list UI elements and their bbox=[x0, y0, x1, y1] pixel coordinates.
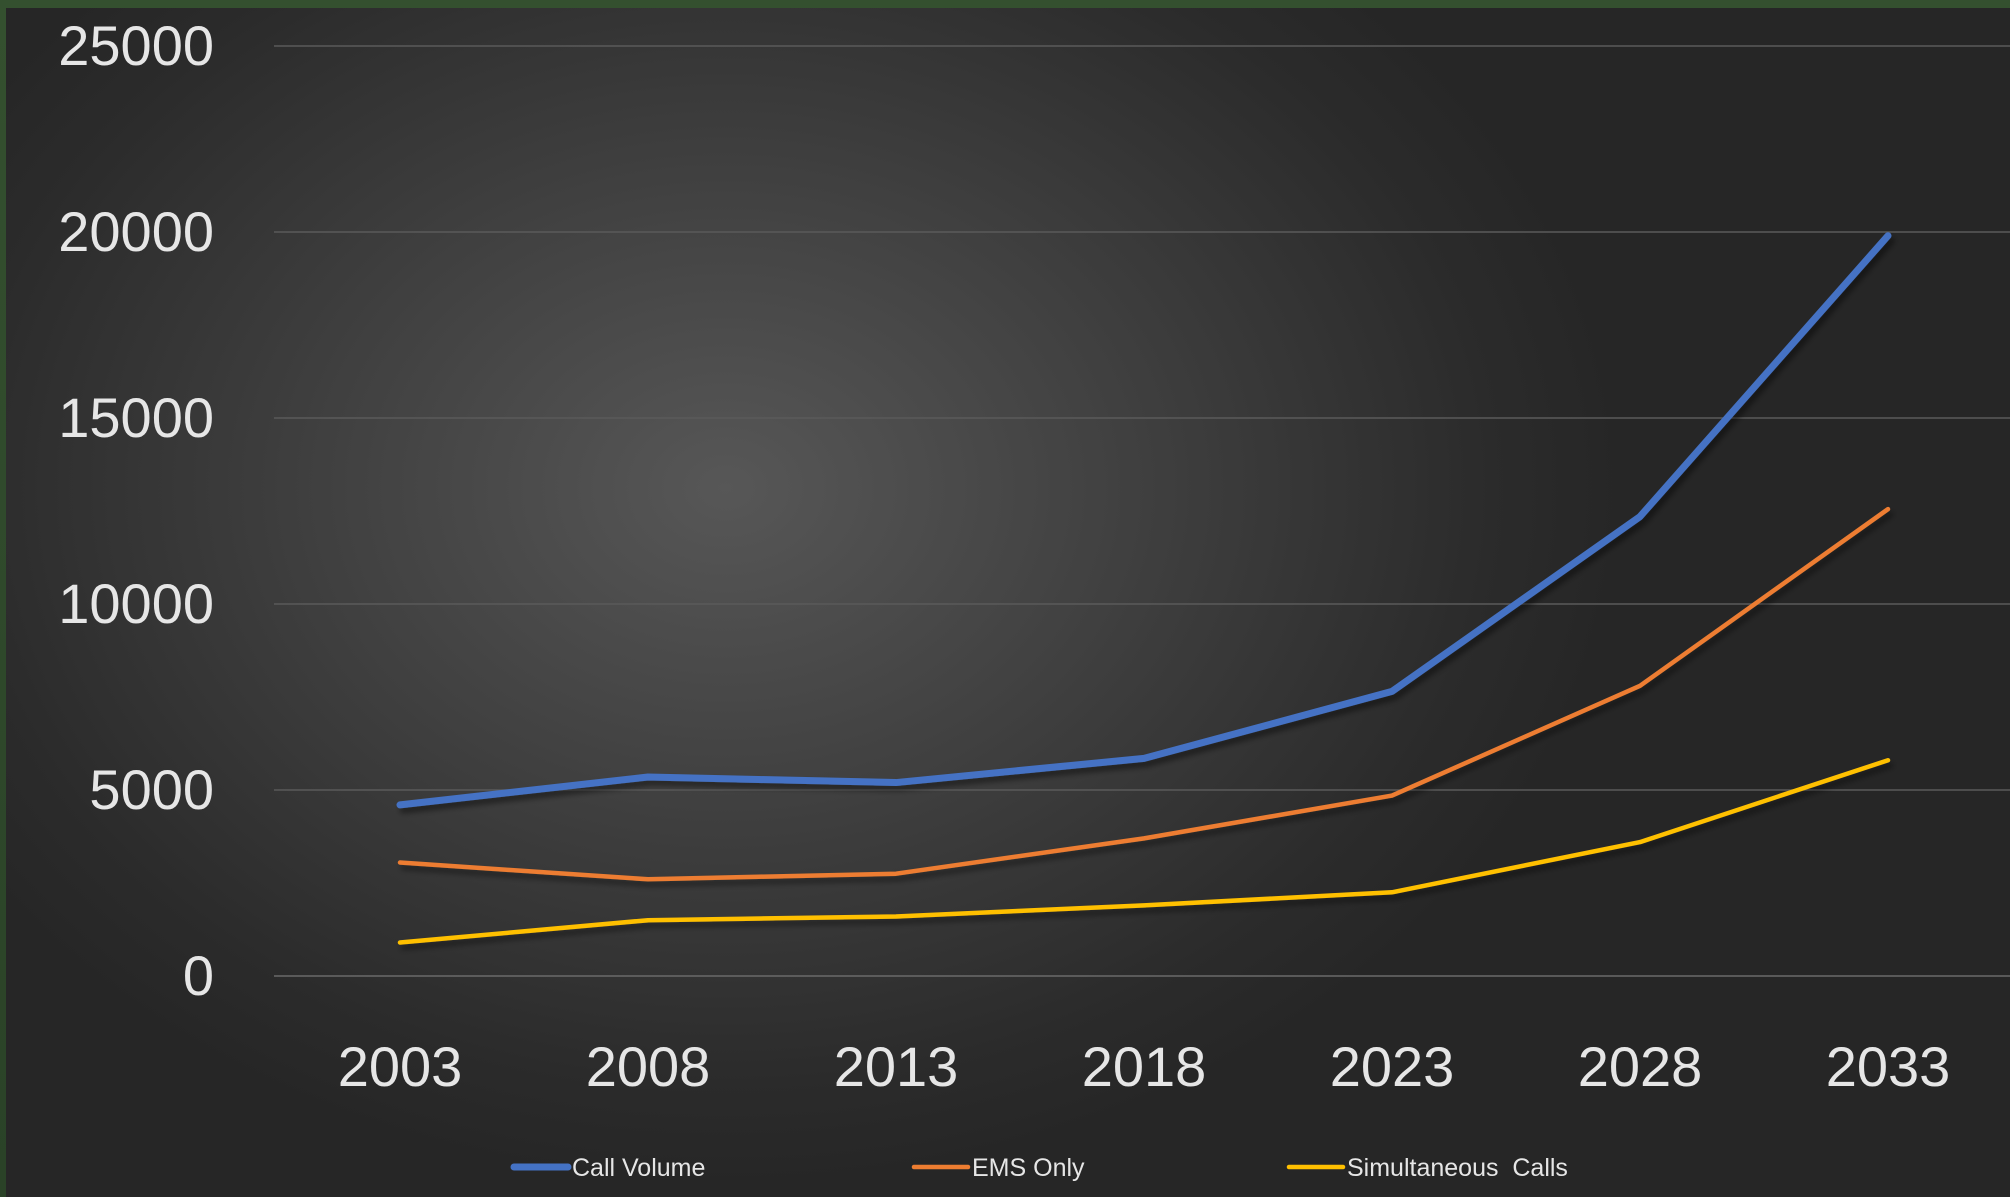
y-tick-label-15000: 15000 bbox=[58, 386, 214, 449]
y-tick-label-25000: 25000 bbox=[58, 14, 214, 77]
legend-label-3: Simultaneous Calls bbox=[1347, 1154, 1568, 1182]
legend-label-2: EMS Only bbox=[972, 1154, 1085, 1182]
series-line-call-volume bbox=[396, 232, 1892, 809]
chart-panel: 0 5000 10000 15000 20000 25000 2003 2008 2013 20… bbox=[6, 8, 2010, 1197]
x-axis-tick-labels: 2003 2008 2013 2018 2023 2028 2033 bbox=[338, 1035, 1951, 1098]
x-tick-label-2033: 2033 bbox=[1826, 1035, 1951, 1098]
x-tick-label-2008: 2008 bbox=[586, 1035, 711, 1098]
x-tick-label-2028: 2028 bbox=[1578, 1035, 1703, 1098]
y-tick-label-0: 0 bbox=[183, 944, 214, 1007]
x-tick-label-2018: 2018 bbox=[1082, 1035, 1207, 1098]
series-line-simultaneous-calls bbox=[397, 757, 1891, 945]
y-tick-label-20000: 20000 bbox=[58, 200, 214, 263]
x-tick-label-2023: 2023 bbox=[1330, 1035, 1455, 1098]
x-tick-label-2003: 2003 bbox=[338, 1035, 463, 1098]
series-line-ems-only bbox=[397, 506, 1891, 882]
legend-label-1: Call Volume bbox=[572, 1154, 705, 1182]
legend: Call Volume EMS Only Simultaneous Calls bbox=[510, 1154, 1568, 1182]
y-tick-label-10000: 10000 bbox=[58, 572, 214, 635]
y-tick-label-5000: 5000 bbox=[89, 758, 214, 821]
series-lines bbox=[396, 232, 1892, 945]
y-axis-tick-labels: 0 5000 10000 15000 20000 25000 bbox=[58, 14, 214, 1007]
x-tick-label-2013: 2013 bbox=[834, 1035, 959, 1098]
